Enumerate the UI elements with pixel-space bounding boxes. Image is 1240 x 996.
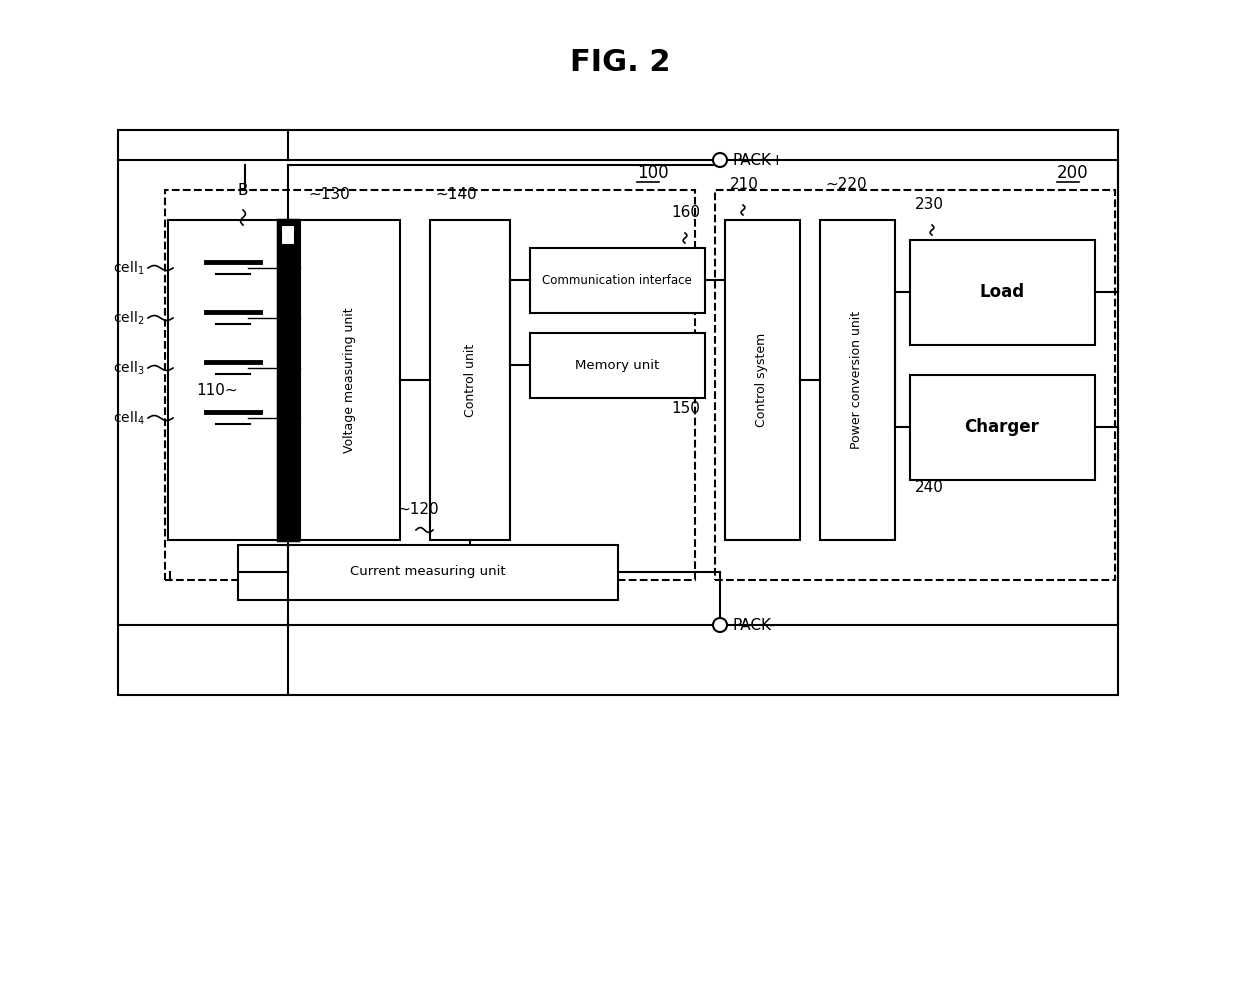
Text: 110~: 110~	[196, 382, 238, 397]
Text: Load: Load	[980, 283, 1024, 301]
Text: Control unit: Control unit	[464, 344, 476, 416]
Text: PACK-: PACK-	[732, 618, 775, 632]
Text: 240: 240	[915, 480, 944, 495]
Bar	[910, 240, 1095, 345]
Bar	[281, 225, 295, 245]
Text: Charger: Charger	[965, 418, 1039, 436]
Bar	[725, 220, 800, 540]
Text: Memory unit: Memory unit	[575, 359, 660, 372]
Bar	[238, 545, 618, 600]
Bar	[430, 220, 510, 540]
Text: 100: 100	[637, 164, 668, 182]
Text: FIG. 2: FIG. 2	[569, 48, 671, 77]
Text: 200: 200	[1056, 164, 1089, 182]
Text: Communication interface: Communication interface	[542, 274, 692, 287]
Text: B: B	[238, 183, 248, 198]
Text: 210: 210	[730, 177, 759, 192]
Bar	[167, 220, 278, 540]
Text: ~130: ~130	[308, 187, 350, 202]
Text: 150: 150	[671, 401, 701, 416]
Circle shape	[713, 153, 727, 167]
Text: Current measuring unit: Current measuring unit	[350, 566, 506, 579]
Text: 160: 160	[671, 205, 701, 220]
Text: PACK+: PACK+	[732, 152, 784, 167]
Bar	[715, 190, 1115, 580]
Text: 230: 230	[915, 197, 944, 212]
Text: cell$_3$: cell$_3$	[113, 360, 144, 376]
Text: cell$_4$: cell$_4$	[113, 409, 145, 426]
Text: cell$_1$: cell$_1$	[113, 259, 144, 277]
Bar	[529, 248, 706, 313]
Bar	[529, 333, 706, 398]
Text: Power conversion unit: Power conversion unit	[851, 311, 863, 449]
Text: Control system: Control system	[755, 333, 769, 427]
Bar	[118, 130, 1118, 695]
Bar	[820, 220, 895, 540]
Text: Voltage measuring unit: Voltage measuring unit	[343, 307, 357, 453]
Bar	[165, 190, 694, 580]
Bar	[300, 220, 401, 540]
Circle shape	[713, 618, 727, 632]
Text: ~120: ~120	[397, 502, 439, 517]
Text: ~140: ~140	[435, 187, 476, 202]
Text: cell$_2$: cell$_2$	[113, 310, 144, 327]
Text: ~220: ~220	[825, 177, 867, 192]
Bar	[910, 375, 1095, 480]
Bar	[278, 220, 298, 540]
